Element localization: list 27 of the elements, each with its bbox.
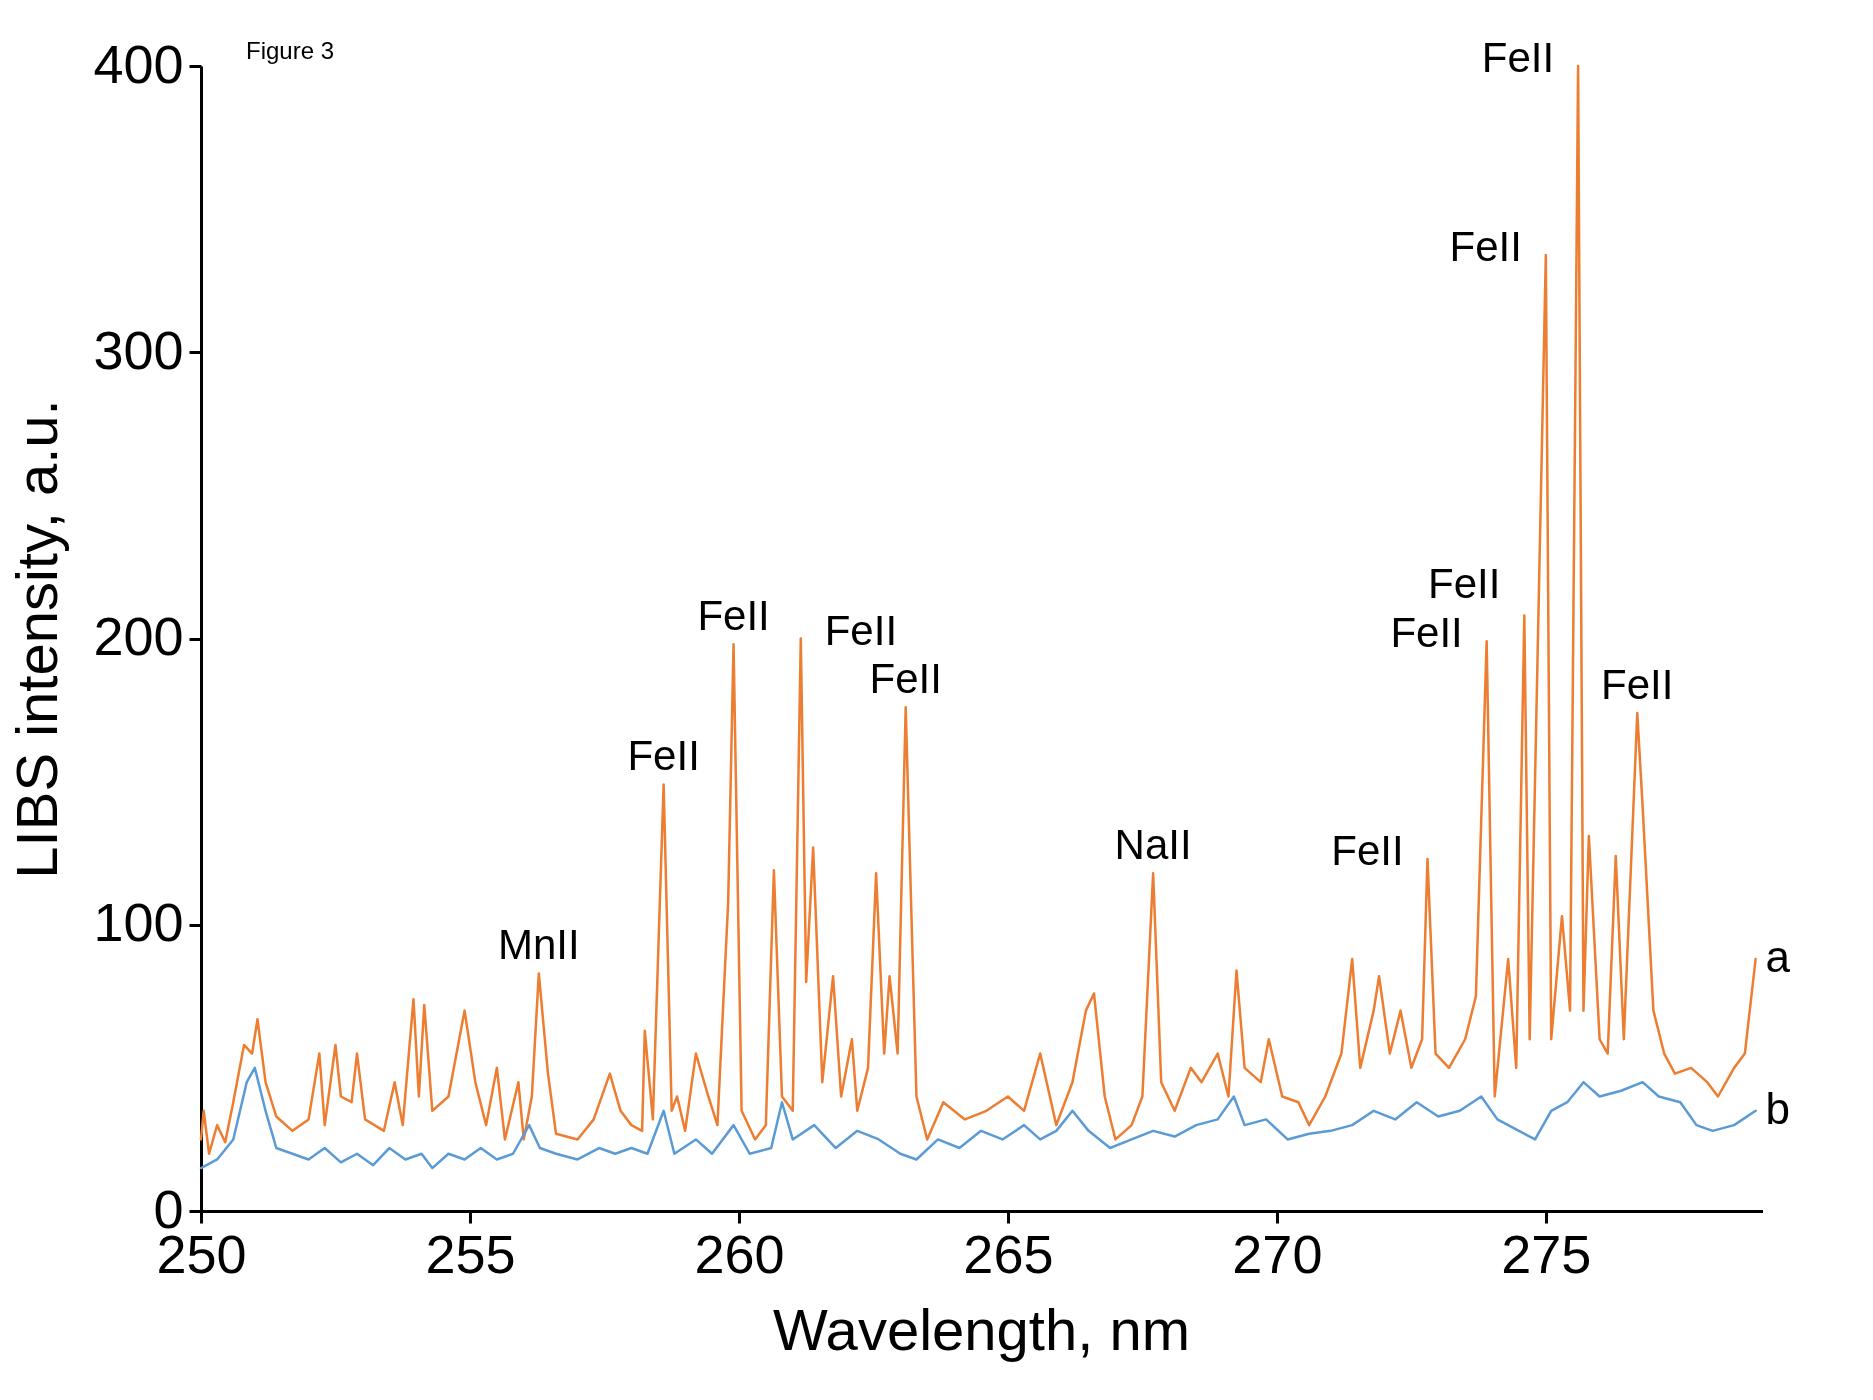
annotation: FeII bbox=[627, 732, 700, 780]
y-tick-label: 200 bbox=[93, 606, 184, 666]
x-tick-label: 260 bbox=[694, 1223, 785, 1284]
x-tick-label: 265 bbox=[963, 1223, 1054, 1284]
x-tick-label: 255 bbox=[425, 1223, 516, 1284]
annotation: FeII bbox=[1449, 222, 1522, 270]
annotation: MnII bbox=[497, 921, 580, 969]
annotation: FeII bbox=[1331, 826, 1404, 874]
line-series bbox=[199, 1066, 1757, 1170]
caption: Figure 3 bbox=[246, 37, 335, 64]
annotation: NaII bbox=[1114, 821, 1192, 869]
x-tick-label: 270 bbox=[1232, 1223, 1323, 1284]
annotation: FeII bbox=[1428, 559, 1501, 607]
annotation: FeII bbox=[1390, 609, 1463, 657]
annotation: FeII bbox=[1601, 660, 1674, 708]
series-label: a bbox=[1765, 932, 1791, 982]
y-tick-label: 400 bbox=[93, 33, 184, 94]
y-tick-label: 300 bbox=[93, 319, 184, 380]
annotation: FeII bbox=[1481, 34, 1555, 81]
annotation: FeII bbox=[869, 655, 942, 703]
annotation: FeII bbox=[697, 592, 770, 640]
series-label: b bbox=[1765, 1083, 1791, 1133]
y-axis-title: LIBS intensity, a.u. bbox=[4, 399, 70, 879]
x-axis-title: Wavelength, nm bbox=[773, 1296, 1190, 1362]
x-tick-label: 275 bbox=[1501, 1223, 1592, 1284]
annotation: FeII bbox=[824, 606, 898, 654]
y-tick-label: 100 bbox=[93, 892, 184, 953]
